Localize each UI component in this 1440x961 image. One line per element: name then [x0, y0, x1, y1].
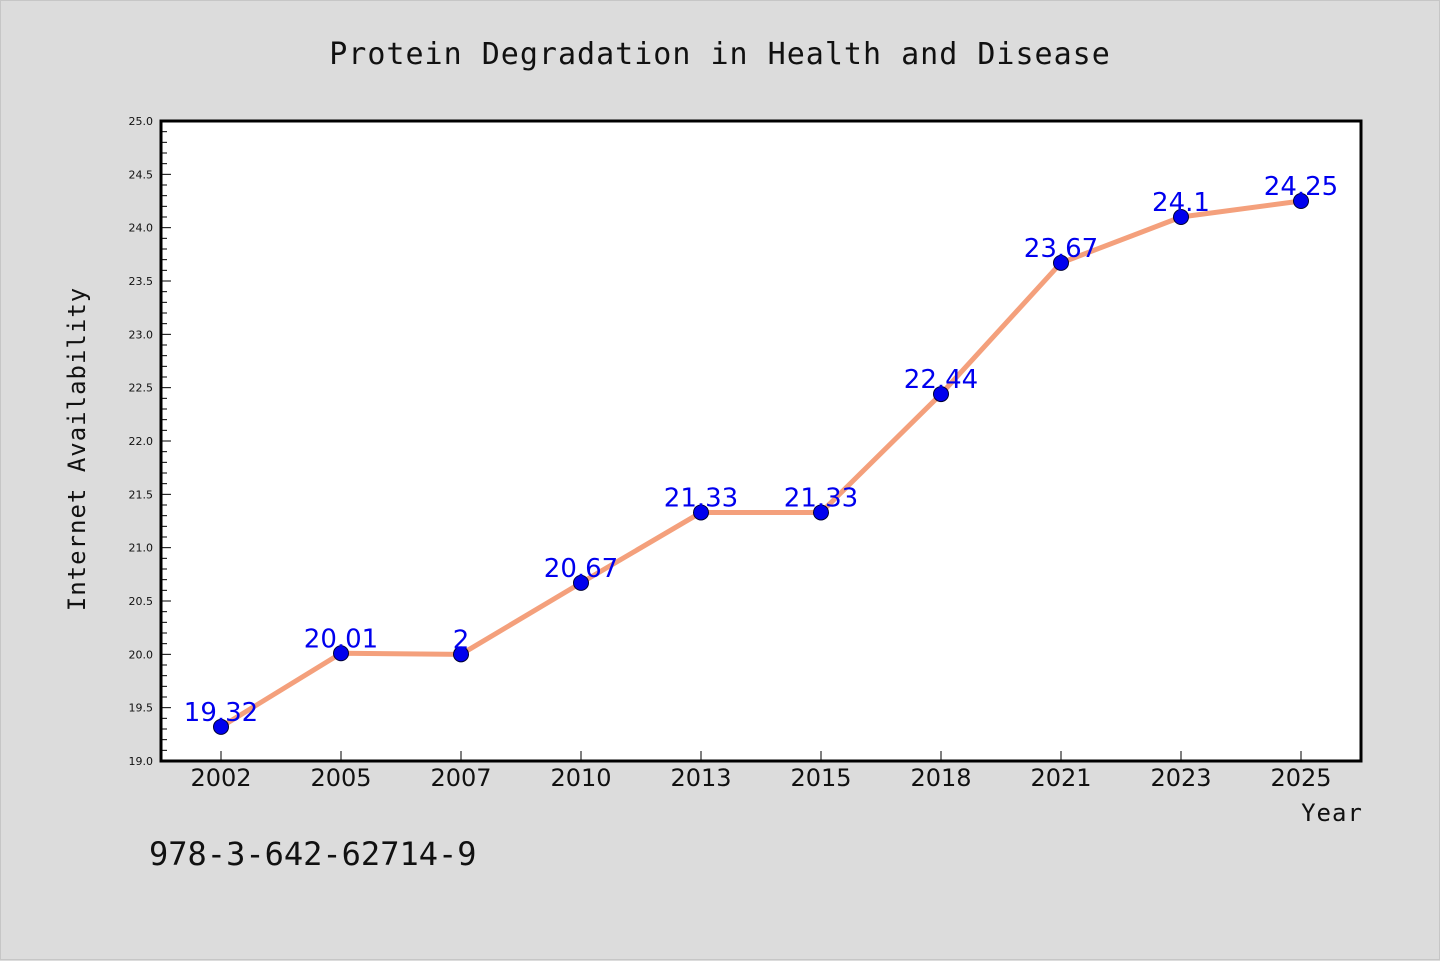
data-point-marker — [693, 504, 709, 521]
data-point-marker — [813, 504, 829, 521]
y-tick-label: 21.5 — [129, 488, 154, 501]
data-point-marker — [333, 645, 349, 662]
data-point-marker — [213, 718, 229, 735]
y-tick-label: 19.0 — [129, 755, 154, 768]
x-tick-label: 2002 — [190, 764, 251, 792]
data-point-label: 23.67 — [1024, 234, 1098, 264]
y-tick-label: 23.0 — [129, 328, 154, 341]
data-label-group: 19.32 20.01 2 20.67 21.33 21.33 22.44 23.67 24.1… — [184, 172, 1338, 728]
chart-title: Protein Degradation in Health and Diseas… — [329, 37, 1111, 72]
x-tick-label: 2018 — [910, 764, 971, 792]
data-point-marker — [1293, 193, 1309, 209]
data-point-label: 21.33 — [664, 483, 738, 513]
data-point-label: 24.25 — [1264, 172, 1338, 202]
y-axis-label: Internet Availability — [63, 287, 91, 611]
data-point-label: 22.44 — [904, 365, 978, 395]
data-point-label: 2 — [453, 625, 470, 655]
x-tick-label: 2007 — [430, 764, 491, 792]
series-line — [218, 198, 1304, 730]
x-tick-label: 2013 — [670, 764, 731, 792]
x-axis-label: Year — [1301, 799, 1363, 827]
y-tick-label: 20.0 — [129, 648, 154, 661]
plot-border — [159, 119, 1363, 763]
y-tick-label: 21.0 — [129, 542, 154, 555]
data-point-label: 20.01 — [304, 624, 378, 654]
x-tick-label: 2015 — [790, 764, 851, 792]
x-axis: 2002 2005 2007 2010 2013 2015 2018 2021 2023 2025 — [190, 751, 1332, 792]
y-tick-label: 19.5 — [129, 702, 154, 715]
x-tick-label: 2025 — [1270, 764, 1331, 792]
y-tick-label: 25.0 — [129, 115, 154, 128]
x-tick-label: 2021 — [1030, 764, 1091, 792]
y-tick-label: 23.5 — [129, 275, 154, 288]
data-point-marker — [1053, 254, 1069, 271]
series-line-group — [218, 198, 1304, 730]
x-tick-label: 2010 — [550, 764, 611, 792]
data-point-label: 19.32 — [184, 698, 258, 728]
marker-group — [213, 193, 1309, 735]
data-point-label: 20.67 — [544, 554, 618, 584]
x-tick-label: 2005 — [310, 764, 371, 792]
y-tick-label: 22.5 — [129, 382, 154, 395]
isbn-text: 978-3-642-62714-9 — [149, 835, 477, 873]
data-point-label: 21.33 — [784, 483, 858, 513]
data-point-marker — [1173, 209, 1189, 225]
y-tick-label: 20.5 — [129, 595, 154, 608]
data-point-marker — [933, 386, 949, 403]
data-point-marker — [453, 646, 469, 663]
data-point-marker — [573, 574, 589, 591]
data-point-label: 24.1 — [1152, 188, 1210, 218]
y-axis: 19.0 19.5 20.0 20.5 21.0 21.5 22.0 22.5 23.0 23.5… — [129, 115, 171, 768]
x-tick-label: 2023 — [1150, 764, 1211, 792]
y-tick-label: 22.0 — [129, 435, 154, 448]
y-tick-label: 24.5 — [129, 168, 154, 181]
y-tick-label: 24.0 — [129, 222, 154, 235]
